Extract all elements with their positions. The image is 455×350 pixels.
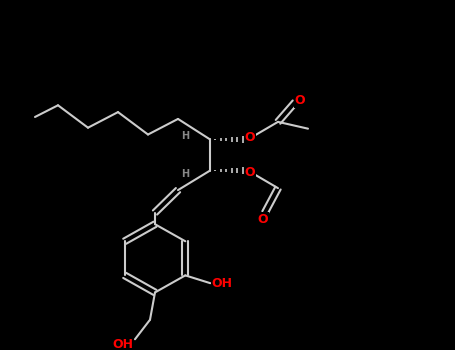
Text: O: O	[245, 131, 255, 144]
Text: OH: OH	[212, 277, 233, 290]
Text: H: H	[181, 168, 189, 178]
Text: O: O	[258, 213, 268, 226]
Text: O: O	[245, 166, 255, 179]
Text: H: H	[181, 132, 189, 141]
Text: OH: OH	[112, 338, 133, 350]
Text: O: O	[295, 94, 305, 107]
